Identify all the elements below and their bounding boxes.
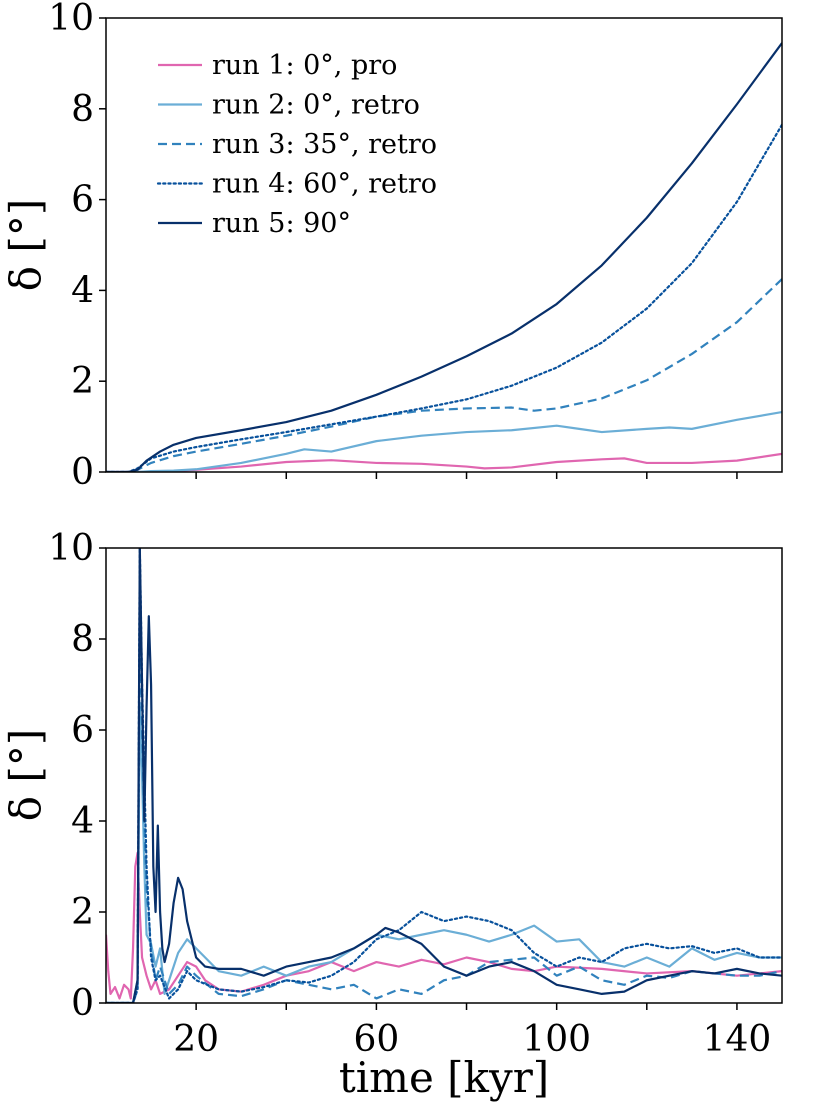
bottom-y-tick-label: 0 [71, 983, 94, 1024]
top-y-tick-label: 10 [48, 0, 94, 39]
top-y-axis-label: δ [°] [1, 199, 50, 291]
legend-entry-run5: run 5: 90° [158, 208, 351, 239]
legend-label-run5: run 5: 90° [212, 208, 351, 239]
legend-entry-run2: run 2: 0°, retro [158, 90, 420, 121]
bottom-x-tick-label: 140 [703, 1019, 772, 1060]
top-series-run2 [106, 410, 782, 472]
top-series-run3 [106, 278, 782, 472]
legend-label-run3: run 3: 35°, retro [212, 129, 437, 160]
bottom-series-run2 [106, 706, 782, 1003]
legend-label-run2: run 2: 0°, retro [212, 90, 420, 121]
bottom-y-tick-label: 2 [71, 892, 94, 933]
legend-entry-run3: run 3: 35°, retro [158, 129, 437, 160]
bottom-y-tick-label: 8 [71, 619, 94, 660]
bottom-x-tick-label: 20 [173, 1019, 219, 1060]
bottom-axes-frame [105, 547, 783, 1004]
bottom-series-lines [106, 548, 782, 1003]
top-y-tick-label: 2 [71, 361, 94, 402]
top-y-ticks: 0 2 4 6 8 10 [48, 0, 106, 493]
bottom-y-axis-label: δ [°] [1, 729, 50, 821]
top-y-tick-label: 8 [71, 89, 94, 130]
bottom-x-tick-label: 60 [353, 1019, 399, 1060]
bottom-y-tick-label: 6 [71, 710, 94, 751]
bottom-panel: 0 2 4 6 8 10 20 60 100 140 δ [°] time [kyr] [1, 528, 783, 1102]
bottom-x-axis-label: time [kyr] [339, 1053, 549, 1102]
legend-label-run4: run 4: 60°, retro [212, 169, 437, 200]
top-series-run1 [106, 452, 782, 472]
bottom-x-tick-label: 100 [522, 1019, 591, 1060]
top-axes-frame [105, 17, 783, 473]
legend: run 1: 0°, pro run 2: 0°, retro run 3: 35°… [156, 50, 437, 239]
bottom-x-ticks: 20 60 100 140 [173, 1003, 771, 1060]
bottom-y-tick-label: 4 [71, 801, 94, 842]
top-series-lines [106, 42, 782, 472]
bottom-series-run4 [106, 548, 782, 1003]
legend-entry-run1: run 1: 0°, pro [158, 50, 397, 81]
legend-entry-run4: run 4: 60°, retro [156, 169, 437, 200]
legend-label-run1: run 1: 0°, pro [212, 50, 397, 81]
top-series-run5 [106, 42, 782, 472]
bottom-series-run3 [106, 592, 782, 1003]
top-x-ticks [195, 472, 738, 479]
top-y-tick-label: 4 [71, 270, 94, 311]
bottom-y-tick-label: 10 [48, 528, 94, 569]
bottom-y-ticks: 0 2 4 6 8 10 [48, 528, 106, 1024]
top-y-tick-label: 0 [71, 452, 94, 493]
bottom-series-run5 [106, 548, 782, 1003]
bottom-series-run1 [106, 851, 782, 1000]
top-y-tick-label: 6 [71, 180, 94, 221]
top-panel: 0 2 4 6 8 10 δ [°] run 1: 0°, pro run 2: 0°, r… [1, 0, 783, 493]
